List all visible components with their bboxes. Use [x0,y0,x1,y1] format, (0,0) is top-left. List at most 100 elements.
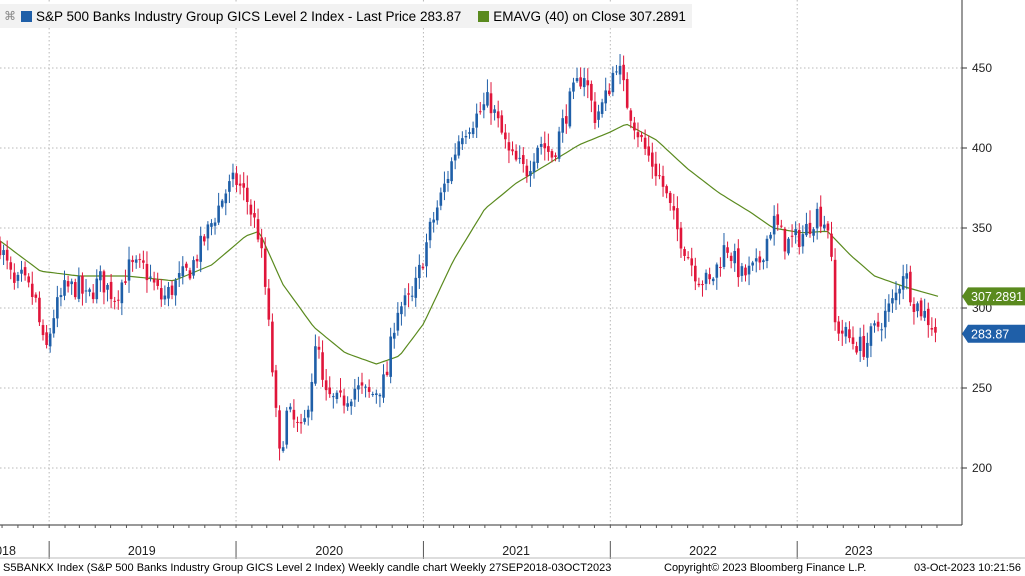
candle-body [862,336,866,357]
candle-body [285,410,289,445]
candle [625,72,629,110]
candle [643,129,647,156]
pin-icon[interactable]: ⌘ [4,9,16,23]
candle [299,413,303,434]
candle [109,274,113,309]
candle [572,77,575,100]
candle [898,285,901,305]
candle [475,103,478,138]
candle-body [335,392,339,399]
candle-body [231,172,235,180]
candle-body [561,118,564,133]
candle [163,285,167,306]
candle [486,79,489,108]
candle [152,271,156,291]
candle [833,248,837,331]
candle [367,379,371,398]
candle-body [30,283,34,297]
candle [34,292,38,303]
candle [328,376,332,398]
candle [529,160,532,187]
candle [912,297,916,325]
ema-price-tag-bg [962,287,1025,306]
candle-body [346,403,349,407]
candle-body [737,248,740,278]
candle-body [600,102,604,114]
candle [461,131,464,151]
candle [339,378,342,398]
candle [317,336,321,359]
candle [195,254,199,269]
candle-body [672,206,676,211]
candle [138,253,142,268]
candle-body [514,150,518,160]
x-year-label: 2023 [845,544,873,558]
candle [909,265,912,306]
candle [435,200,439,225]
candle [116,290,120,310]
candle-body [615,71,618,73]
candle-body [661,175,665,187]
candle [640,131,643,142]
candle [149,264,152,282]
candle [754,248,758,273]
candle [446,170,450,192]
candle [823,215,826,232]
candle-body [263,248,267,287]
candle [901,264,905,300]
candle [167,282,170,307]
candle [916,301,919,318]
candle [471,121,475,138]
candle [772,205,776,246]
candle-body [224,193,228,204]
candle-body [676,208,679,230]
candle-body [575,78,579,82]
candle-body [403,295,407,306]
candle [410,286,414,302]
candle [457,135,461,159]
candle-body [274,370,278,408]
candle-body [887,303,891,312]
candle-body [801,234,805,247]
candle [206,221,210,251]
candle-body [805,223,808,236]
candle [747,256,751,286]
candle-body [220,200,224,207]
candle [862,324,866,360]
candle-body [27,276,30,283]
candle [543,131,547,161]
candle-body [407,293,410,295]
candle [855,341,858,355]
candle [349,398,353,415]
candle [407,283,410,308]
candle-body [708,274,711,280]
candle-body [726,247,729,253]
candle-body [873,323,876,326]
footer-description: S5BANKX Index (S&P 500 Banks Industry Gr… [3,562,612,574]
candle-body [808,222,812,234]
candle [41,319,45,341]
candle [106,283,109,302]
candle-body [138,259,142,261]
candle-body [511,149,514,152]
candle [923,298,926,322]
candle [905,264,909,290]
candle-body [163,295,167,300]
candle [56,285,59,328]
candle-body [557,131,561,159]
candle [934,318,937,343]
candle-body [113,300,116,302]
candle-body [518,157,521,159]
candle [891,289,894,313]
candle [23,261,27,281]
candle-body [134,259,138,263]
candle-body [529,171,532,176]
candle [500,110,504,135]
candle-body [99,271,102,281]
candle-body [145,263,149,281]
candle [672,193,676,220]
candle-body [364,386,367,388]
candle-body [751,262,754,266]
candle-body [152,278,156,283]
candle-body [256,219,260,240]
